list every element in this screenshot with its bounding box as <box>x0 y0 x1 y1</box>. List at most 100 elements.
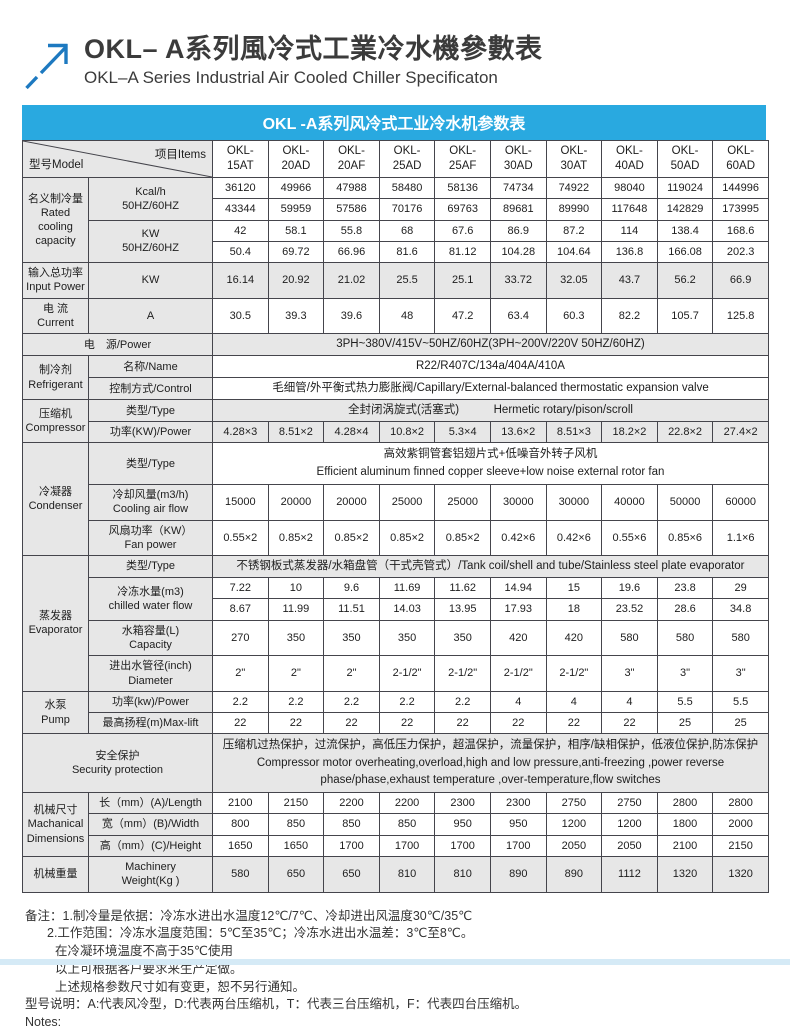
chilled-water-flow-50hz: 冷冻水量(m3) chilled water flow 7.22 10 9.6 11.6… <box>23 577 769 621</box>
model-axis-label: 型号Model <box>29 159 84 172</box>
merged-value: R22/R407C/134a/404A/410A <box>212 355 769 379</box>
row-item-label: 类型/Type <box>88 555 213 579</box>
value-cell: 15000 <box>212 483 269 521</box>
value-cell: 350 <box>434 619 491 657</box>
value-cell: 89681 <box>489 198 547 221</box>
value-cell: 950 <box>434 813 491 836</box>
value-cell: 25000 <box>434 483 491 521</box>
model-header: OKL- 40AD <box>601 140 658 178</box>
value-cell: 850 <box>378 813 436 836</box>
machinery-weight: 机械重量 Machinery Weight(Kg ) 580 650 650 810 810… <box>22 856 769 893</box>
height: 高（mm）(C)/Height 1650 1650 1700 1700 1700 1700 2… <box>23 834 769 858</box>
value-cell: 20000 <box>267 483 325 521</box>
compressor-power: 功率(KW)/Power 4.28×3 8.51×2 4.28×4 10.8×2 5.3×… <box>23 421 769 444</box>
fan-power: 风扇功率（KW） Fan power 0.55×2 0.85×2 0.85×2 0.85… <box>23 519 769 557</box>
value-cell: 580 <box>601 619 658 657</box>
row-item-label: 风扇功率（KW） Fan power <box>88 519 213 557</box>
bottom-accent-strip <box>0 959 790 965</box>
value-cell: 22 <box>545 712 603 735</box>
value-cell: 55.8 <box>323 219 380 242</box>
note-line: Notes: <box>25 1015 62 1030</box>
row-item-label: A <box>88 297 213 335</box>
value-cell: 202.3 <box>712 240 769 264</box>
value-cell: 86.9 <box>489 219 547 242</box>
value-cell: 40000 <box>601 483 658 521</box>
compressor-type: 压缩机 Compressor 类型/Type 全封闭涡旋式(活塞式) Hermeti… <box>22 399 769 444</box>
width: 宽（mm）(B)/Width 800 850 850 850 950 950 1200 1200… <box>23 813 769 836</box>
value-cell: 2" <box>323 655 380 692</box>
value-cell: 25 <box>712 712 769 735</box>
merged-value: 高效紫铜管套铝翅片式+低噪音外转子风机 Efficient aluminum f… <box>212 442 769 485</box>
value-cell: 25 <box>656 712 714 735</box>
value-cell: 58.1 <box>267 219 325 242</box>
value-cell: 48 <box>378 297 436 335</box>
value-cell: 0.85×2 <box>267 519 325 557</box>
value-cell: 2800 <box>656 792 714 815</box>
power-source: 电 源/Power 3PH~380V/415V~50HZ/60HZ(3PH~200… <box>22 333 769 357</box>
value-cell: 168.6 <box>712 219 769 242</box>
row-item-label: 类型/Type <box>88 442 213 485</box>
value-cell: 43344 <box>212 198 269 221</box>
value-cell: 16.14 <box>212 262 269 299</box>
model-header: OKL- 60AD <box>712 140 769 178</box>
row-item-label: 类型/Type <box>88 399 213 423</box>
model-header: OKL- 30AT <box>545 140 603 178</box>
value-cell: 19.6 <box>601 577 658 600</box>
value-cell: 125.8 <box>712 297 769 335</box>
merged-value: 不锈钢板式蒸发器/水箱盘管（干式壳管式）/Tank coil/shell and… <box>212 555 769 579</box>
value-cell: 2750 <box>601 792 658 815</box>
value-cell: 25.5 <box>378 262 436 299</box>
value-cell: 87.2 <box>545 219 603 242</box>
row-item-label: Machinery Weight(Kg ) <box>88 856 213 893</box>
value-cell: 0.85×2 <box>323 519 380 557</box>
value-cell: 166.08 <box>656 240 714 264</box>
row-item-label: 功率(kw)/Power <box>88 690 213 714</box>
value-cell: 82.2 <box>601 297 658 335</box>
value-cell: 34.8 <box>712 598 769 621</box>
value-cell: 1320 <box>712 856 769 893</box>
value-cell: 22 <box>378 712 436 735</box>
value-cell: 50.4 <box>212 240 269 264</box>
row-item-label: 冷却风量(m3/h) Cooling air flow <box>88 483 213 521</box>
spec-table: 型号Model 项目Items OKL- 15AT OKL- 20AD OKL- 20A… <box>22 140 769 893</box>
chilled-water-flow-60hz: 8.67 11.99 11.51 14.03 13.95 17.93 18 23.52 28.6… <box>23 598 769 621</box>
model-header-row: 型号Model 项目Items OKL- 15AT OKL- 20AD OKL- 20A… <box>22 140 769 178</box>
items-axis-label: 项目Items <box>154 149 206 161</box>
row-group-label: 名义制冷量 Rated cooling capacity <box>22 176 89 264</box>
tank-capacity: 水箱容量(L) Capacity 270 350 350 350 350 420 420 580… <box>23 619 769 657</box>
value-cell: 890 <box>489 856 547 893</box>
row-item-label: Kcal/h 50HZ/60HZ <box>88 177 213 221</box>
value-cell: 11.99 <box>267 598 325 621</box>
value-cell: 60000 <box>712 483 769 521</box>
value-cell: 9.6 <box>323 577 380 600</box>
value-cell: 8.51×3 <box>545 421 603 444</box>
corner-cell: 型号Model 项目Items <box>22 140 213 178</box>
value-cell: 2" <box>267 655 325 692</box>
value-cell: 59959 <box>267 198 325 221</box>
pump-max-lift: 最高扬程(m)Max-lift 22 22 22 22 22 22 22 22 25 25 <box>23 712 769 735</box>
model-header: OKL- 20AF <box>323 140 380 178</box>
value-cell: 2800 <box>712 792 769 815</box>
value-cell: 810 <box>434 856 491 893</box>
logo-arrow-icon <box>25 43 68 90</box>
value-cell: 420 <box>489 619 547 657</box>
value-cell: 5.5 <box>712 690 769 714</box>
value-cell: 11.62 <box>434 577 491 600</box>
value-cell: 32.05 <box>545 262 603 299</box>
row-item-label: KW <box>88 262 213 299</box>
titles: OKL– A系列風冷式工業冷水機參數表 OKL–A Series Industr… <box>84 34 543 88</box>
value-cell: 420 <box>545 619 603 657</box>
refrigerant-name: 制冷剂 Refrigerant 名称/Name R22/R407C/134a/404… <box>22 355 769 401</box>
value-cell: 30.5 <box>212 297 269 335</box>
model-header: OKL- 25AF <box>434 140 491 178</box>
cooling-air-flow: 冷却风量(m3/h) Cooling air flow 15000 20000 200… <box>23 483 769 521</box>
value-cell: 50000 <box>656 483 714 521</box>
value-cell: 22 <box>601 712 658 735</box>
value-cell: 74922 <box>545 176 603 200</box>
page: OKL– A系列風冷式工業冷水機參數表 OKL–A Series Industr… <box>0 34 790 1032</box>
value-cell: 49966 <box>267 176 325 200</box>
value-cell: 4.28×4 <box>323 421 380 444</box>
value-cell: 580 <box>656 619 714 657</box>
value-cell: 43.7 <box>601 262 658 299</box>
value-cell: 22 <box>267 712 325 735</box>
